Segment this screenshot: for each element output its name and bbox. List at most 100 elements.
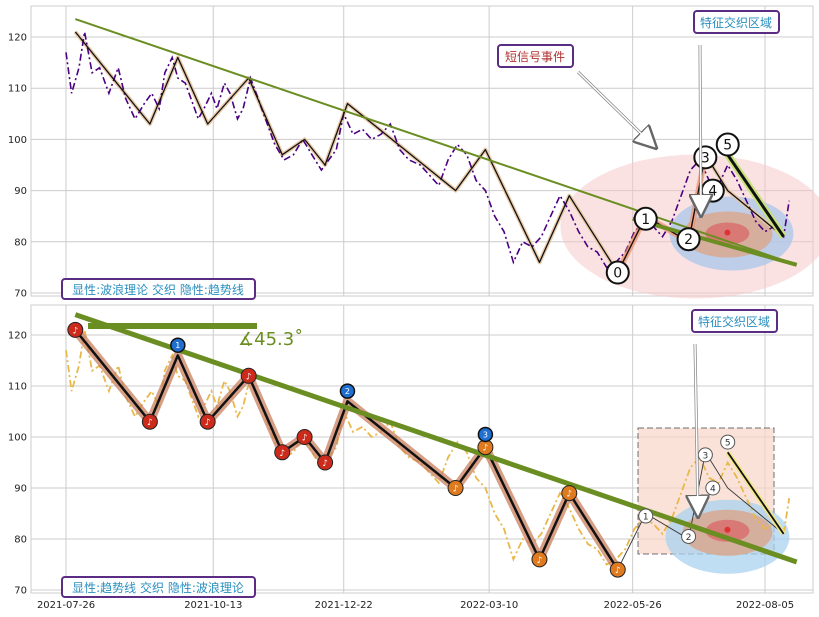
bottom-legend-text: 显性:趋势线 交织 隐性:波浪理论 — [72, 580, 244, 595]
y-tick-label: 80 — [14, 535, 27, 546]
wave-point-label: 0 — [613, 266, 622, 282]
top-trendline-emphasis — [632, 216, 798, 267]
pivot-marker — [447, 480, 464, 496]
pivot-note-icon: ♪ — [615, 566, 621, 576]
pivot-note-icon: ♪ — [566, 490, 572, 500]
angle-label: ∡45.3˚ — [238, 329, 303, 350]
wave-point-marker — [633, 206, 658, 231]
wave-point-label: 1 — [643, 513, 649, 523]
zone-center-dot — [724, 229, 731, 236]
x-tick-label: 2021-10-13 — [184, 600, 242, 611]
y-tick-label: 90 — [14, 186, 27, 197]
y-tick-label: 80 — [14, 237, 27, 248]
trend-touch-marker — [170, 337, 186, 353]
pivot-marker — [296, 429, 313, 445]
top-feature-zone-label: 特征交织区域 — [700, 15, 772, 30]
pivot-note-icon: ♪ — [483, 444, 489, 454]
pivot-marker — [67, 321, 84, 338]
wave-point-marker — [605, 260, 630, 285]
wave-point-label: 2 — [686, 533, 692, 543]
trend-touch-label: 2 — [345, 387, 350, 396]
bottom-feature-zone-arrow-inner — [694, 343, 699, 515]
angle-indicator: ∡45.3˚ — [88, 323, 303, 350]
wave-point-marker — [720, 434, 736, 450]
y-tick-label: 100 — [8, 135, 27, 146]
top-trendline — [74, 18, 798, 266]
trend-touch-label: 1 — [175, 341, 180, 350]
pivot-note-icon: ♪ — [537, 556, 543, 566]
wave-point-marker — [715, 132, 740, 157]
top-feature-zone-arrow-inner — [699, 44, 702, 214]
bottom-trendline — [74, 312, 798, 565]
short-signal-box — [497, 44, 574, 68]
pivot-note-icon: ♪ — [322, 459, 328, 469]
bottom-y-ticks: 70 80 90 100 110 120 — [8, 331, 27, 597]
wave-point-label: 3 — [702, 451, 708, 461]
pivot-note-icon: ♪ — [72, 326, 78, 336]
pivot-marker — [240, 367, 257, 384]
short-signal-line — [726, 451, 785, 535]
y-tick-label: 100 — [8, 433, 27, 444]
x-tick-label: 2022-05-26 — [604, 600, 662, 611]
x-tick-label: 2022-03-10 — [460, 600, 518, 611]
trend-touch-marker — [477, 426, 494, 443]
x-tick-label: 2021-12-22 — [315, 600, 373, 611]
y-tick-label: 90 — [14, 484, 27, 495]
pivot-marker — [317, 454, 334, 471]
pivot-note-icon: ♪ — [147, 418, 153, 428]
y-tick-label: 120 — [8, 33, 27, 44]
wave-point-marker — [681, 528, 697, 544]
wave-point-label: 4 — [708, 184, 717, 200]
top-legend: 显性:波浪理论 交织 隐性:趋势线 — [61, 278, 256, 300]
top-y-ticks: 70 80 90 100 110 120 — [8, 33, 27, 300]
pivot-marker — [199, 413, 216, 430]
top-feature-zone-box — [693, 10, 780, 34]
pivot-note-icon: ♪ — [302, 434, 308, 444]
wave-point-label: 5 — [725, 439, 731, 449]
bottom-legend-box — [61, 576, 256, 598]
pivot-marker — [141, 413, 158, 430]
x-tick-label: 2022-08-05 — [736, 600, 794, 611]
pivot-marker — [274, 444, 291, 461]
pivot-marker — [609, 561, 626, 578]
price-line — [65, 31, 790, 269]
wave-point-label: 1 — [641, 212, 650, 228]
short-signal-annotation: 短信号事件 — [497, 44, 655, 147]
top-panel: 70 80 90 100 110 120 0 1 2 3 4 5 短信号事件 特征交织区域 显性:波… — [8, 5, 819, 300]
y-tick-label: 70 — [14, 289, 27, 300]
y-tick-label: 70 — [14, 586, 27, 597]
wave-line — [74, 329, 619, 571]
wave-point-marker — [638, 508, 654, 524]
pivot-note-icon: ♪ — [279, 449, 285, 459]
top-legend-text: 显性:波浪理论 交织 隐性:趋势线 — [72, 282, 244, 297]
short-signal-arrow-inner — [577, 71, 655, 147]
bottom-x-ticks: 2021-07-26 2021-10-13 2021-12-22 2022-03-10… — [37, 600, 794, 611]
pivot-note-icon: ♪ — [205, 418, 211, 428]
zone-center-dot — [724, 526, 731, 533]
wave-point-label: 2 — [684, 232, 693, 248]
pivot-marker — [531, 551, 548, 568]
bottom-feature-zone-annotation: 特征交织区域 — [691, 309, 778, 515]
y-tick-label: 110 — [8, 382, 27, 393]
pivot-note-icon: ♪ — [453, 485, 459, 495]
top-wave-points: 0 1 2 3 4 5 — [605, 132, 740, 285]
bottom-series — [65, 312, 798, 573]
bottom-wave-points: ♪ ♪ ♪ ♪ ♪ ♪ ♪ ♪ ♪ ♪ ♪ ♪ 1 2 3 1 2 3 4 5 — [67, 321, 736, 578]
wave-point-label: 3 — [701, 150, 710, 166]
bottom-feature-zone-label: 特征交织区域 — [698, 314, 770, 329]
trend-touch-marker — [339, 383, 356, 399]
x-tick-label: 2021-07-26 — [37, 600, 95, 611]
pivot-note-icon: ♪ — [246, 372, 252, 382]
y-tick-label: 120 — [8, 331, 27, 342]
wave-point-label: 5 — [723, 138, 732, 154]
short-signal-line — [726, 153, 785, 238]
short-signal-label: 短信号事件 — [505, 50, 565, 64]
bottom-legend: 显性:趋势线 交织 隐性:波浪理论 — [61, 576, 256, 598]
top-legend-box — [61, 278, 256, 300]
pivot-marker — [561, 485, 578, 502]
wave-point-marker — [705, 480, 721, 496]
bottom-feature-zone-box — [691, 309, 778, 333]
top-feature-zone-annotation: 特征交织区域 — [693, 10, 780, 214]
